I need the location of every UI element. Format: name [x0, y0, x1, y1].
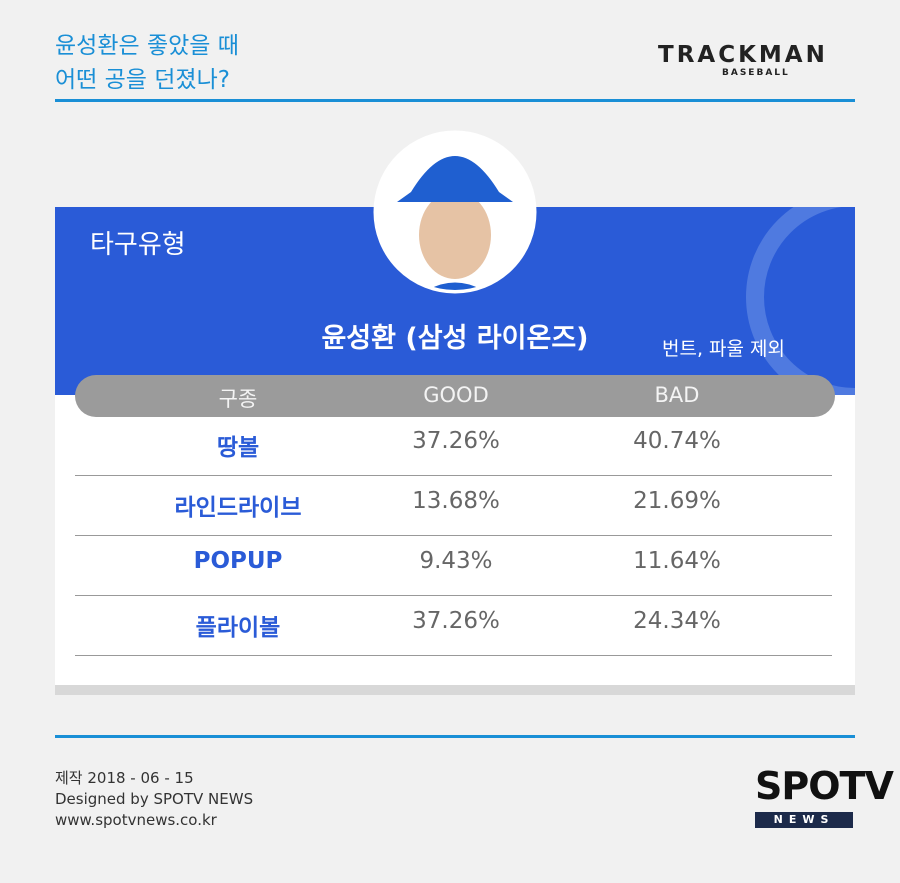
value-cell: 21.69% [633, 488, 721, 514]
value-cell: 24.34% [633, 608, 721, 634]
trackman-logo: TRACKMAN [658, 42, 828, 68]
team-watermark [746, 207, 855, 395]
header-cell: 구종 [218, 387, 258, 411]
value-cell: 37.26% [412, 608, 500, 634]
player-name: 윤성환 (삼성 라이온즈) [321, 323, 589, 354]
value-cell: 11.64% [633, 548, 721, 574]
row-separator [75, 535, 832, 536]
value-cell: 40.74% [633, 428, 721, 454]
card-body [55, 395, 855, 685]
divider [55, 99, 855, 102]
divider [55, 735, 855, 738]
table-header [75, 375, 835, 417]
section-label: 타구유형 [90, 230, 186, 260]
header-cell: BAD [654, 383, 700, 407]
note: 번트, 파울 제외 [662, 338, 785, 360]
trackman-sub: BASEBALL [722, 68, 790, 78]
title-line: 어떤 공을 던졌나? [55, 67, 230, 93]
row-label: 땅볼 [216, 435, 260, 461]
footer-line: Designed by SPOTV NEWS [55, 790, 254, 808]
row-separator [75, 655, 832, 656]
player-photo [373, 130, 537, 294]
title-line: 윤성환은 좋았을 때 [55, 33, 239, 59]
row-label: 플라이볼 [195, 615, 281, 641]
card-shadow [55, 685, 855, 695]
spotv-logo: SPOTV [755, 764, 894, 808]
footer-line: www.spotvnews.co.kr [55, 811, 217, 829]
row-separator [75, 595, 832, 596]
header-cell: GOOD [423, 383, 489, 407]
footer-text: 제작 2018 - 06 - 15 Designed by SPOTV NEWS… [55, 768, 253, 831]
value-cell: 9.43% [419, 548, 493, 574]
row-separator [75, 475, 832, 476]
row-label: POPUP [193, 548, 283, 574]
value-cell: 13.68% [412, 488, 500, 514]
value-cell: 37.26% [412, 428, 500, 454]
spotv-sub: NEWS [755, 812, 853, 828]
row-label: 라인드라이브 [174, 495, 302, 521]
footer-line: 제작 2018 - 06 - 15 [55, 769, 194, 787]
